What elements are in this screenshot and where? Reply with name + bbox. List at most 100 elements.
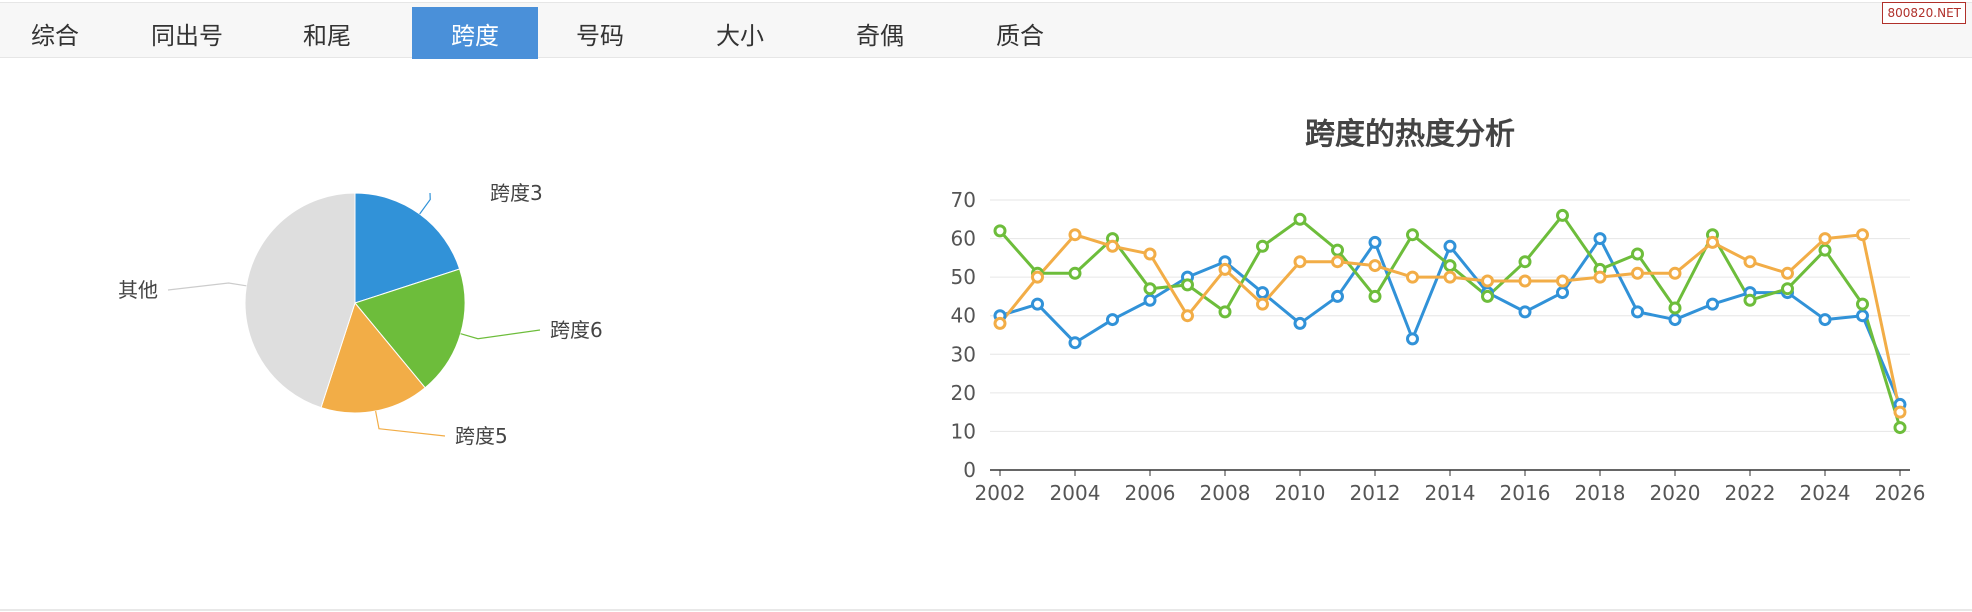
pie-label: 跨度6 <box>550 318 603 342</box>
y-tick-label: 40 <box>951 304 976 328</box>
pie-slice <box>354 192 461 304</box>
x-tick-label: 2016 <box>1500 481 1551 505</box>
y-tick-label: 60 <box>951 227 976 251</box>
data-point <box>1856 309 1869 323</box>
data-point <box>1406 332 1419 346</box>
tab-3[interactable]: 和尾 <box>303 21 351 50</box>
data-point <box>1743 293 1757 307</box>
data-point <box>1068 266 1082 280</box>
data-point <box>1481 289 1494 303</box>
data-point <box>1368 289 1382 303</box>
pie-label-line <box>167 282 247 291</box>
y-tick-label: 30 <box>951 342 976 366</box>
data-point <box>1818 313 1832 327</box>
tab-1[interactable]: 综合 <box>31 21 79 50</box>
data-point <box>1293 212 1307 226</box>
x-tick-label: 2018 <box>1575 481 1626 505</box>
data-point <box>1481 274 1494 288</box>
tab-7[interactable]: 奇偶 <box>856 21 904 50</box>
data-point <box>1293 255 1307 269</box>
data-point <box>1893 421 1907 435</box>
tab-8[interactable]: 质合 <box>996 21 1044 50</box>
data-point <box>1443 270 1457 284</box>
data-point <box>1518 305 1532 319</box>
data-point <box>1256 286 1269 300</box>
data-point <box>1781 282 1794 296</box>
data-point <box>1368 259 1382 273</box>
data-point <box>1031 270 1044 284</box>
pie-slice <box>354 268 466 389</box>
data-point <box>1668 266 1682 280</box>
x-tick-label: 2012 <box>1350 481 1401 505</box>
x-tick-label: 2002 <box>975 481 1026 505</box>
x-tick-label: 2010 <box>1275 481 1326 505</box>
footer-divider <box>0 609 1972 611</box>
data-point <box>1406 228 1419 242</box>
data-point <box>1593 270 1607 284</box>
data-point <box>1556 286 1569 300</box>
pie-slice <box>244 192 356 409</box>
data-point <box>1181 278 1194 292</box>
data-point <box>1668 313 1682 327</box>
data-point <box>1031 297 1044 311</box>
data-point <box>1631 247 1644 261</box>
tab-2[interactable]: 同出号 <box>151 21 223 50</box>
x-tick-label: 2006 <box>1125 481 1176 505</box>
data-point <box>1218 305 1232 319</box>
tab-5[interactable]: 号码 <box>576 21 624 50</box>
pie-slice <box>320 301 426 414</box>
x-tick-label: 2024 <box>1800 481 1851 505</box>
data-point <box>1443 239 1457 253</box>
data-point <box>1331 243 1344 257</box>
y-tick-label: 20 <box>951 381 976 405</box>
data-point <box>1518 255 1532 269</box>
x-tick-label: 2020 <box>1650 481 1701 505</box>
data-point <box>1631 266 1644 280</box>
data-point <box>1106 239 1119 253</box>
data-point <box>1556 208 1569 222</box>
chart-title: 跨度的热度分析 <box>1305 117 1515 152</box>
tab-bar: 综合 同出号 和尾 跨度 号码 大小 奇偶 质合 <box>0 2 1972 59</box>
x-tick-label: 2014 <box>1425 481 1476 505</box>
data-point <box>1743 255 1757 269</box>
data-point <box>1856 228 1869 242</box>
data-point <box>993 224 1007 238</box>
data-point <box>1143 293 1157 307</box>
charts-area: 跨度3 跨度6 跨度5 其他 跨度的热度分析 0 10 20 30 40 50 60 70 2002 200… <box>118 117 1926 505</box>
data-point <box>1856 297 1869 311</box>
data-point <box>1518 274 1532 288</box>
data-point <box>1293 316 1307 330</box>
pie-label-line <box>460 329 541 340</box>
data-point <box>1668 301 1682 315</box>
data-point <box>1818 232 1832 246</box>
pie-label: 跨度5 <box>455 424 508 448</box>
data-point <box>1406 270 1419 284</box>
pie-label-line <box>419 192 431 215</box>
y-tick-label: 0 <box>963 458 976 482</box>
tab-4[interactable]: 跨度 <box>412 7 538 59</box>
data-point <box>1181 309 1194 323</box>
data-point <box>1443 259 1457 273</box>
data-point <box>1331 255 1344 269</box>
data-point <box>1631 305 1644 319</box>
y-tick-label: 10 <box>951 419 976 443</box>
data-point <box>1893 405 1907 419</box>
data-point <box>1706 297 1719 311</box>
watermark-logo: 800820.NET <box>1882 2 1966 24</box>
data-point <box>1368 235 1382 249</box>
x-tick-label: 2004 <box>1050 481 1101 505</box>
data-point <box>1593 232 1607 246</box>
x-tick-label: 2026 <box>1875 481 1926 505</box>
data-point <box>1781 266 1794 280</box>
y-tick-label: 70 <box>951 188 976 212</box>
data-point <box>1818 243 1832 257</box>
data-point <box>1106 313 1119 327</box>
data-point <box>1256 297 1269 311</box>
pie-label: 跨度3 <box>490 181 543 205</box>
data-point <box>1331 289 1344 303</box>
tab-6[interactable]: 大小 <box>716 21 764 50</box>
data-point <box>1068 228 1082 242</box>
data-point <box>1706 235 1719 249</box>
data-point <box>1068 336 1082 350</box>
data-point <box>1143 247 1157 261</box>
